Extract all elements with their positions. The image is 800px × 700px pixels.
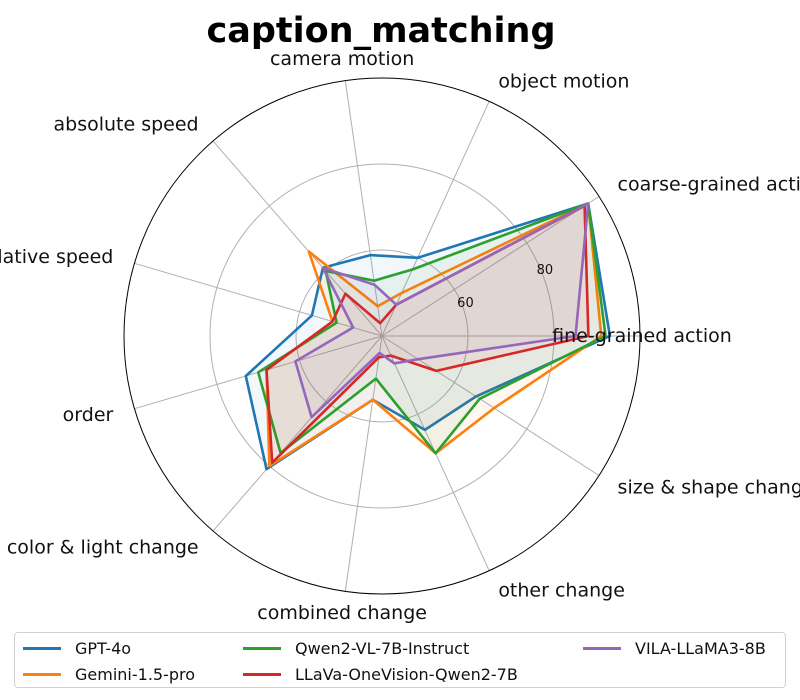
axis-label: object motion: [498, 70, 629, 92]
axis-label: relative speed: [0, 246, 113, 268]
radar-spoke: [381, 101, 490, 337]
legend-label: Qwen2-VL-7B-Instruct: [295, 638, 470, 658]
radial-tick-label: 60: [457, 296, 474, 311]
legend-item: LLaVa-OneVision-Qwen2-7B: [243, 662, 518, 686]
radar-spoke: [344, 80, 383, 337]
radar-chart: caption_matching 60 80 fine-grained action…: [0, 11, 800, 624]
axis-label: fine-grained action: [552, 325, 732, 347]
legend-swatch: [243, 646, 281, 650]
axis-label: combined change: [257, 602, 427, 624]
radar-ring: [209, 163, 555, 509]
radial-tick-label: 80: [537, 263, 554, 278]
legend: GPT-4o Gemini-1.5-pro Qwen2-VL-7B-Instruct…: [14, 632, 786, 688]
axis-label: coarse-grained action: [618, 174, 800, 196]
axis-labels: 60 80 fine-grained action coarse-grained ac…: [0, 48, 800, 624]
radar-spoke: [212, 335, 383, 532]
legend-label: Gemini-1.5-pro: [75, 664, 196, 684]
series-polygon-4: [294, 202, 590, 419]
axis-label: other change: [498, 580, 625, 602]
legend-item: VILA-LLaMA3-8B: [583, 636, 766, 660]
legend-item: Gemini-1.5-pro: [23, 662, 195, 686]
legend-item: Qwen2-VL-7B-Instruct: [243, 636, 469, 660]
axis-label: order: [63, 404, 114, 426]
series-polygon-0: [244, 202, 612, 471]
axis-label: camera motion: [270, 48, 414, 70]
legend-label: LLaVa-OneVision-Qwen2-7B: [295, 664, 518, 684]
legend-item: GPT-4o: [23, 636, 131, 660]
legend-label: GPT-4o: [75, 638, 132, 658]
legend-swatch: [23, 672, 61, 676]
legend-label: VILA-LLaMA3-8B: [635, 638, 766, 658]
radar-spoke: [381, 196, 600, 337]
radar-ring: [295, 249, 469, 423]
chart-title: caption_matching: [206, 11, 555, 51]
radar-outer-ring: [123, 77, 641, 595]
axis-label: size & shape change: [618, 476, 800, 498]
legend-swatch: [243, 672, 281, 676]
legend-swatch: [23, 646, 61, 650]
radar-series: [244, 202, 612, 471]
radar-spoke: [212, 140, 383, 337]
legend-swatch: [583, 646, 621, 650]
axis-label: absolute speed: [53, 113, 198, 135]
radar-spoke: [134, 262, 383, 337]
axis-label: color & light change: [7, 537, 199, 559]
